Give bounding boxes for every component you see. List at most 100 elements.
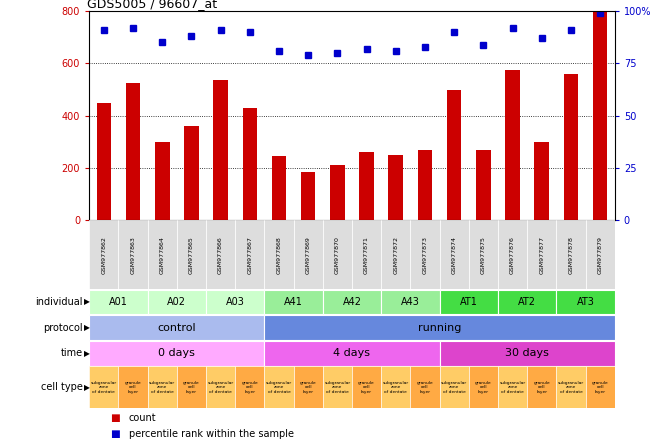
Bar xyxy=(323,289,381,314)
Text: cell type: cell type xyxy=(41,382,83,392)
Text: subgranular
zone
of dentate: subgranular zone of dentate xyxy=(325,381,350,394)
Bar xyxy=(557,366,586,408)
Bar xyxy=(264,315,615,340)
Bar xyxy=(352,366,381,408)
Bar xyxy=(440,366,469,408)
Text: ▶: ▶ xyxy=(84,349,90,358)
Text: count: count xyxy=(129,413,156,423)
Text: granule
cell
layer: granule cell layer xyxy=(475,381,492,394)
Text: GSM977878: GSM977878 xyxy=(568,236,574,274)
Text: GSM977862: GSM977862 xyxy=(101,236,106,274)
Bar xyxy=(381,289,440,314)
Text: GSM977879: GSM977879 xyxy=(598,236,603,274)
Bar xyxy=(89,315,264,340)
Text: granule
cell
layer: granule cell layer xyxy=(125,381,141,394)
Bar xyxy=(410,366,440,408)
Text: AT1: AT1 xyxy=(460,297,478,307)
Bar xyxy=(118,220,147,289)
Bar xyxy=(389,155,403,220)
Bar xyxy=(498,289,557,314)
Bar xyxy=(264,341,440,366)
Bar xyxy=(418,150,432,220)
Text: subgranular
zone
of dentate: subgranular zone of dentate xyxy=(91,381,117,394)
Text: GSM977863: GSM977863 xyxy=(130,236,136,274)
Text: GSM977876: GSM977876 xyxy=(510,236,515,274)
Text: ■: ■ xyxy=(110,413,120,423)
Text: GSM977870: GSM977870 xyxy=(335,236,340,274)
Bar xyxy=(535,142,549,220)
Text: control: control xyxy=(157,323,196,333)
Bar xyxy=(323,220,352,289)
Text: GDS5005 / 96607_at: GDS5005 / 96607_at xyxy=(87,0,217,10)
Bar xyxy=(469,366,498,408)
Text: subgranular
zone
of dentate: subgranular zone of dentate xyxy=(208,381,234,394)
Bar xyxy=(89,220,118,289)
Text: subgranular
zone
of dentate: subgranular zone of dentate xyxy=(266,381,292,394)
Bar xyxy=(476,150,490,220)
Text: subgranular
zone
of dentate: subgranular zone of dentate xyxy=(558,381,584,394)
Text: ▶: ▶ xyxy=(84,383,90,392)
Bar xyxy=(498,366,527,408)
Text: granule
cell
layer: granule cell layer xyxy=(183,381,200,394)
Bar xyxy=(440,341,615,366)
Text: 4 days: 4 days xyxy=(334,349,370,358)
Text: granule
cell
layer: granule cell layer xyxy=(241,381,258,394)
Bar xyxy=(214,80,228,220)
Text: running: running xyxy=(418,323,461,333)
Text: GSM977868: GSM977868 xyxy=(276,236,282,274)
Bar xyxy=(206,366,235,408)
Text: ▶: ▶ xyxy=(84,323,90,332)
Text: granule
cell
layer: granule cell layer xyxy=(300,381,317,394)
Bar xyxy=(586,366,615,408)
Text: protocol: protocol xyxy=(43,323,83,333)
Bar xyxy=(147,289,206,314)
Text: subgranular
zone
of dentate: subgranular zone of dentate xyxy=(500,381,525,394)
Bar xyxy=(440,289,498,314)
Bar xyxy=(505,70,520,220)
Text: GSM977874: GSM977874 xyxy=(451,236,457,274)
Text: A43: A43 xyxy=(401,297,420,307)
Text: GSM977871: GSM977871 xyxy=(364,236,369,274)
Text: A41: A41 xyxy=(284,297,303,307)
Bar xyxy=(206,220,235,289)
Text: GSM977869: GSM977869 xyxy=(305,236,311,274)
Bar xyxy=(527,220,557,289)
Bar xyxy=(177,220,206,289)
Bar xyxy=(586,220,615,289)
Bar xyxy=(147,366,177,408)
Text: AT2: AT2 xyxy=(518,297,536,307)
Bar xyxy=(184,126,199,220)
Text: ▶: ▶ xyxy=(84,297,90,306)
Text: GSM977872: GSM977872 xyxy=(393,236,399,274)
Text: granule
cell
layer: granule cell layer xyxy=(592,381,609,394)
Bar xyxy=(381,366,410,408)
Bar xyxy=(527,366,557,408)
Text: A01: A01 xyxy=(109,297,128,307)
Bar xyxy=(243,108,257,220)
Bar xyxy=(177,366,206,408)
Text: granule
cell
layer: granule cell layer xyxy=(533,381,550,394)
Bar xyxy=(352,220,381,289)
Text: 0 days: 0 days xyxy=(159,349,195,358)
Text: time: time xyxy=(61,349,83,358)
Bar xyxy=(447,90,461,220)
Bar xyxy=(498,220,527,289)
Text: granule
cell
layer: granule cell layer xyxy=(416,381,434,394)
Bar xyxy=(410,220,440,289)
Bar xyxy=(89,341,264,366)
Text: subgranular
zone
of dentate: subgranular zone of dentate xyxy=(149,381,175,394)
Bar xyxy=(330,165,344,220)
Bar xyxy=(155,142,169,220)
Bar xyxy=(381,220,410,289)
Bar xyxy=(264,289,323,314)
Bar xyxy=(89,289,147,314)
Text: subgranular
zone
of dentate: subgranular zone of dentate xyxy=(441,381,467,394)
Bar xyxy=(301,172,315,220)
Bar xyxy=(272,156,286,220)
Text: GSM977865: GSM977865 xyxy=(189,236,194,274)
Text: GSM977877: GSM977877 xyxy=(539,236,544,274)
Bar xyxy=(293,220,323,289)
Bar xyxy=(323,366,352,408)
Text: A03: A03 xyxy=(226,297,245,307)
Text: GSM977866: GSM977866 xyxy=(218,236,223,274)
